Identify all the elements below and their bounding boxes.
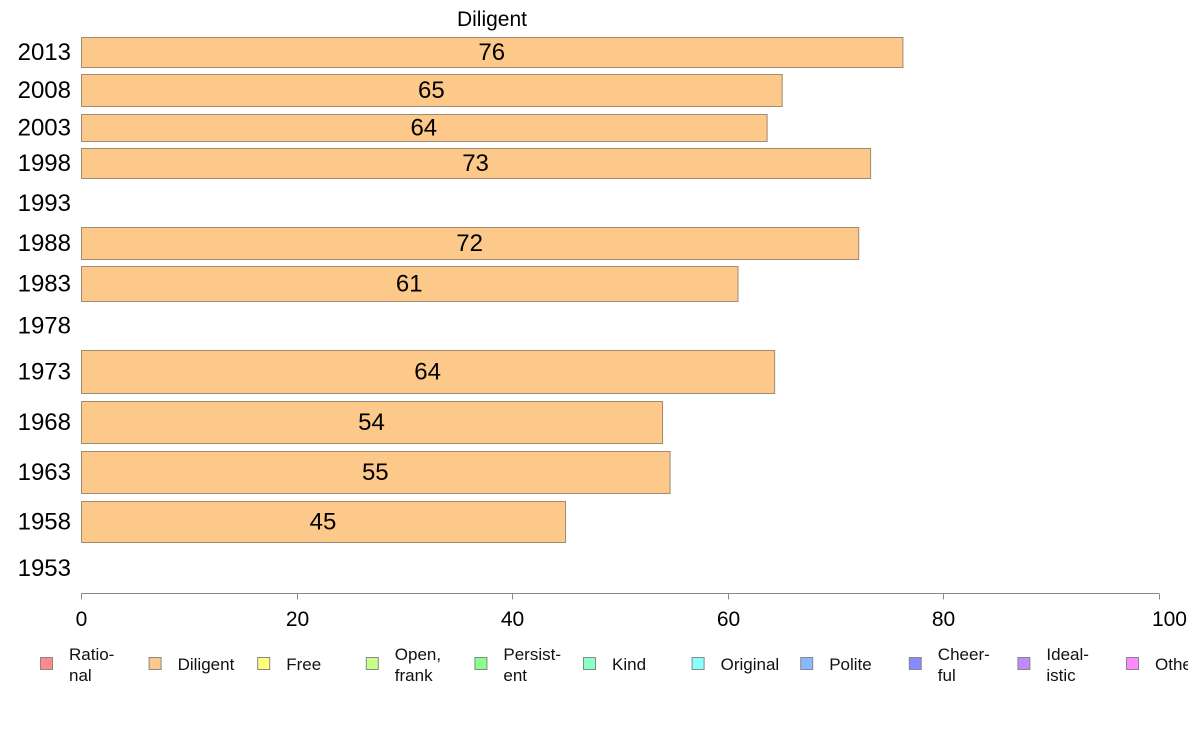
x-axis: 0 20 40 60 80 100 [76, 593, 1187, 631]
legend-item: Persist-ent [474, 645, 561, 685]
y-tick-label: 1968 [18, 409, 71, 436]
bar-value-label: 45 [310, 509, 337, 536]
y-tick-label: 1983 [18, 271, 71, 298]
legend-item: Polite [800, 655, 872, 674]
legend-item: Diligent [148, 655, 235, 674]
legend-label: Open, frank [395, 645, 441, 685]
legend-swatch [908, 657, 922, 670]
bar-value-label: 64 [410, 115, 437, 142]
legend-item: Open, frank [365, 645, 441, 685]
legend-swatch [800, 657, 814, 670]
bar [81, 227, 860, 260]
bar-value-label: 76 [478, 39, 505, 66]
x-tick-label: 80 [932, 608, 955, 631]
bar [81, 501, 567, 543]
bar-value-label: 64 [414, 359, 441, 386]
legend-label: Ratio-nal [69, 645, 114, 685]
y-tick-label: 1958 [18, 509, 71, 536]
legend-item: Original [691, 655, 780, 674]
bars-group: 76 65 64 73 72 61 64 54 55 45 [81, 37, 904, 543]
y-tick-label: 1973 [18, 359, 71, 386]
legend-swatch [1017, 657, 1031, 670]
y-tick-label: 1953 [18, 555, 71, 582]
legend-item: Ratio-nal [40, 645, 114, 685]
bar-value-label: 73 [462, 150, 489, 177]
legend-swatch [474, 657, 488, 670]
legend: Ratio-nal Diligent Free Open, frank Persist-e… [40, 645, 1188, 685]
x-tick-label: 60 [717, 608, 740, 631]
bar-value-label: 61 [396, 271, 423, 298]
y-tick-label: 1978 [18, 313, 71, 340]
bar [81, 266, 739, 302]
legend-swatch [1126, 657, 1139, 670]
bar [81, 74, 783, 107]
legend-label: Original [721, 655, 780, 674]
bar-value-label: 65 [418, 77, 445, 104]
legend-label: Cheer-ful [938, 645, 990, 685]
bar [81, 148, 872, 179]
x-tick-label: 0 [76, 608, 88, 631]
legend-label: Ideal-istic [1046, 645, 1089, 685]
bar [81, 451, 671, 494]
y-axis-labels: 2013 2008 2003 1998 1993 1988 1983 1978 1973 1968… [18, 39, 71, 582]
legend-swatch [691, 657, 705, 670]
legend-label: Diligent [178, 655, 235, 674]
y-tick-label: 2003 [18, 115, 71, 142]
y-tick-label: 1998 [18, 150, 71, 177]
x-tick-label: 40 [501, 608, 524, 631]
legend-swatch [257, 657, 271, 670]
legend-label: Other [1155, 655, 1188, 674]
x-tick-label: 20 [286, 608, 309, 631]
legend-item: Cheer-ful [908, 645, 990, 685]
legend-swatch [148, 657, 162, 670]
legend-label: Free [286, 655, 321, 674]
legend-swatch [365, 657, 379, 670]
bar [81, 350, 776, 394]
legend-item: Ideal-istic [1017, 645, 1089, 685]
y-tick-label: 1988 [18, 230, 71, 257]
legend-swatch [583, 657, 596, 670]
bar-value-label: 54 [358, 409, 385, 436]
y-tick-label: 2008 [18, 77, 71, 104]
legend-label: Kind [612, 655, 646, 674]
legend-label: Polite [829, 655, 872, 674]
legend-item: Other [1126, 655, 1188, 674]
y-tick-label: 1993 [18, 190, 71, 217]
bar-value-label: 72 [456, 230, 483, 257]
bar-value-label: 55 [362, 459, 389, 486]
bar [81, 114, 768, 142]
y-tick-label: 2013 [18, 39, 71, 66]
y-tick-label: 1963 [18, 459, 71, 486]
legend-item: Kind [583, 655, 646, 674]
bar [81, 401, 664, 444]
x-tick-label: 100 [1152, 608, 1187, 631]
bar [81, 37, 904, 68]
chart-title: Diligent [457, 8, 527, 31]
legend-swatch [40, 657, 53, 670]
legend-label: Persist-ent [503, 645, 561, 685]
legend-item: Free [257, 655, 321, 674]
